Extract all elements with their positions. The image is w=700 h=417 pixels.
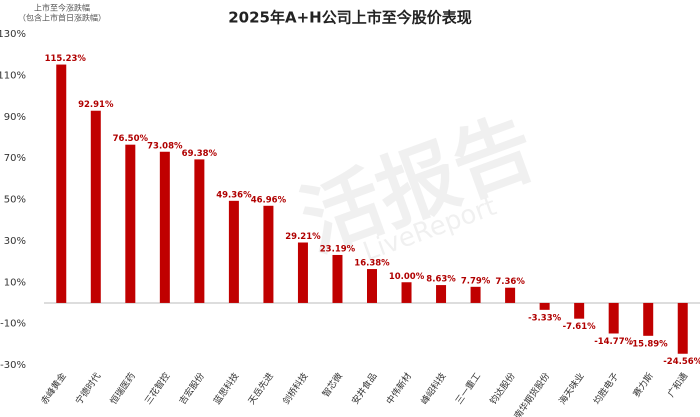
bar [56, 64, 67, 303]
x-tick-label: 三一重工 [453, 370, 483, 406]
bar [470, 286, 481, 303]
value-label: -7.61% [563, 322, 596, 332]
value-label: 10.00% [389, 272, 425, 282]
value-label: 46.96% [251, 195, 287, 205]
x-tick-label: 赤峰黄金 [38, 370, 68, 406]
bar [159, 151, 170, 303]
y-tick-label: -10% [0, 319, 26, 330]
bar [608, 302, 619, 334]
x-tick-label: 三花智控 [142, 370, 172, 406]
x-tick-label: 中伟新材 [384, 370, 414, 406]
x-tick-label: 吉宏股份 [176, 370, 206, 406]
bar [436, 285, 447, 303]
y-tick-label: 50% [4, 195, 26, 206]
x-tick-label: 蓝思科技 [211, 370, 241, 406]
x-tick-label: 天岳先进 [245, 370, 275, 406]
value-label: -15.89% [629, 339, 668, 349]
bar [263, 205, 274, 303]
y-sublabel: （包含上市首日涨跌幅） [18, 13, 106, 23]
value-label: 69.38% [182, 149, 218, 159]
value-label: 49.36% [216, 190, 252, 200]
x-tick-label: 剑桥科技 [280, 370, 310, 406]
bar [401, 282, 412, 303]
value-label: -14.77% [594, 337, 633, 347]
bar [332, 254, 343, 303]
bar [367, 269, 377, 303]
value-label: 73.08% [147, 141, 183, 151]
value-label: 7.36% [495, 277, 525, 287]
bar [643, 302, 654, 336]
x-tick-label: 智芯微 [320, 370, 345, 399]
value-label: 8.63% [426, 275, 456, 285]
bar [90, 110, 101, 303]
x-tick-label: 广和通 [665, 370, 690, 399]
value-label: 115.23% [45, 54, 87, 64]
y-tick-label: 110% [0, 70, 26, 81]
bar [539, 302, 550, 310]
value-label: 7.79% [461, 276, 491, 286]
value-label: 76.50% [113, 134, 149, 144]
y-tick-label: 30% [4, 236, 26, 247]
x-tick-label: 赛力斯 [630, 370, 655, 399]
y-tick-label: 90% [4, 112, 26, 123]
bar [125, 144, 136, 303]
x-tick-label: 峰岹科技 [418, 370, 448, 406]
bar [505, 287, 516, 303]
x-tick-label: 均胜电子 [591, 370, 621, 406]
value-label: 92.91% [78, 100, 114, 110]
value-label: 29.21% [285, 232, 321, 242]
x-tick-label: 宁德时代 [73, 370, 103, 406]
bar [297, 242, 308, 303]
y-tick-label: 70% [4, 153, 26, 164]
x-tick-label: 安井食品 [349, 370, 379, 406]
chart-title: 2025年A+H公司上市至今股价表现 [228, 9, 471, 27]
x-tick-label: 海天味业 [556, 370, 586, 406]
x-tick-label: 钧达股份 [487, 370, 517, 406]
value-label: 23.19% [320, 244, 356, 254]
value-label: 16.38% [354, 259, 390, 269]
value-label: -24.56% [663, 357, 700, 367]
bar [228, 200, 239, 303]
bar [677, 302, 688, 354]
bar [574, 302, 585, 319]
y-label: 上市至今涨跌幅 [34, 3, 90, 13]
x-tick-label: 恒瑞医药 [107, 370, 137, 406]
y-tick-label: 130% [0, 29, 26, 40]
y-tick-label: 10% [4, 277, 26, 288]
y-tick-label: -30% [0, 360, 26, 371]
bar [194, 159, 205, 303]
value-label: -3.33% [528, 313, 561, 323]
